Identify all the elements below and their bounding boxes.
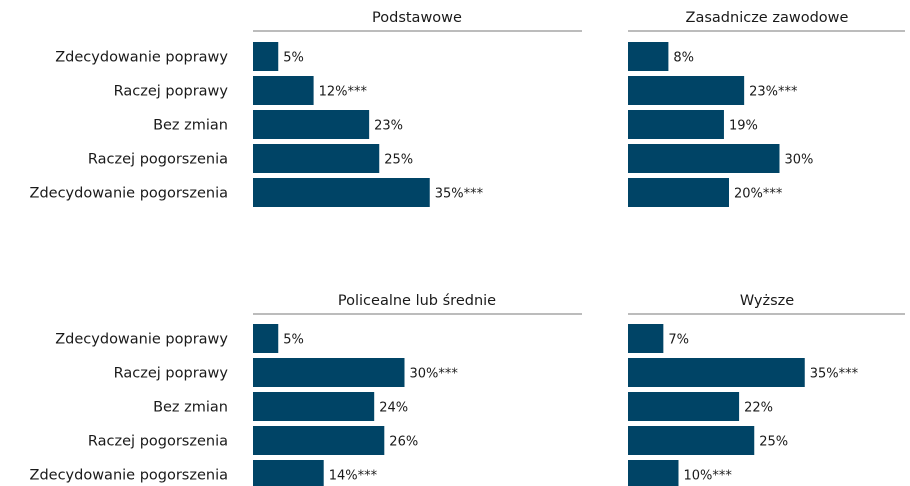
data-label: 20%*** (734, 187, 783, 202)
bar (253, 426, 385, 455)
category-label: Bez zmian (153, 400, 228, 416)
data-label: 30% (785, 153, 814, 168)
category-label: Zdecydowanie pogorszenia (30, 186, 228, 202)
data-label: 22% (744, 401, 773, 416)
data-label: 19% (729, 119, 758, 134)
data-label: 23%*** (749, 85, 798, 100)
panel-title: Wyższe (740, 293, 794, 309)
bar (628, 42, 669, 71)
bar (253, 110, 370, 139)
bar (628, 110, 724, 139)
data-label: 24% (379, 401, 408, 416)
data-label: 26% (389, 435, 418, 450)
bar (253, 144, 380, 173)
category-label: Raczej pogorszenia (88, 434, 228, 450)
bar (628, 76, 745, 105)
data-label: 35%*** (810, 367, 859, 382)
data-label: 5% (283, 333, 304, 348)
bar (628, 460, 679, 486)
bar (628, 358, 805, 387)
category-label: Zdecydowanie poprawy (55, 50, 228, 66)
data-label: 35%*** (435, 187, 484, 202)
data-label: 8% (673, 51, 694, 66)
data-label: 12%*** (319, 85, 368, 100)
panel-title: Zasadnicze zawodowe (686, 10, 849, 26)
panel-title: Policealne lub średnie (338, 293, 496, 309)
category-label: Zdecydowanie pogorszenia (30, 468, 228, 484)
panel-title: Podstawowe (372, 10, 462, 26)
bar (628, 426, 755, 455)
category-label: Raczej poprawy (114, 84, 229, 100)
category-label: Raczej pogorszenia (88, 152, 228, 168)
bar (628, 324, 664, 353)
bar (253, 76, 314, 105)
bar (628, 178, 729, 207)
bar (253, 358, 405, 387)
bar (253, 42, 279, 71)
bar (253, 392, 375, 421)
data-label: 23% (374, 119, 403, 134)
bar (253, 178, 430, 207)
bar (253, 324, 279, 353)
category-label: Bez zmian (153, 118, 228, 134)
bar (628, 392, 740, 421)
data-label: 25% (384, 153, 413, 168)
category-label: Zdecydowanie poprawy (55, 332, 228, 348)
category-label: Raczej poprawy (114, 366, 229, 382)
data-label: 5% (283, 51, 304, 66)
data-label: 10%*** (684, 469, 733, 484)
bar (253, 460, 324, 486)
data-label: 7% (668, 333, 689, 348)
data-label: 14%*** (329, 469, 378, 484)
bar (628, 144, 780, 173)
data-label: 30%*** (410, 367, 459, 382)
data-label: 25% (759, 435, 788, 450)
